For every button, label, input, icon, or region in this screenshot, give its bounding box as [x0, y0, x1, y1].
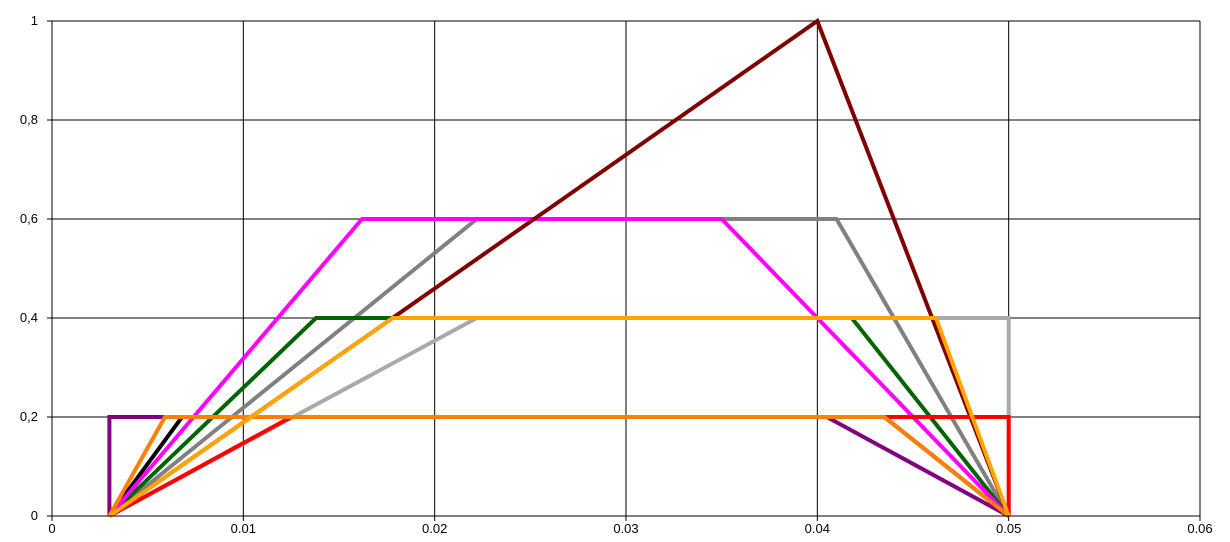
x-tick-label: 0.05 [996, 521, 1021, 536]
grid [52, 20, 1201, 516]
series-line-6 [107, 217, 1011, 518]
series-line-9 [107, 415, 1010, 518]
y-tick-label: 1 [31, 13, 38, 28]
series-line-2 [107, 415, 1010, 518]
series-line-10 [108, 316, 1011, 518]
series-line-1 [107, 415, 1010, 518]
y-tick-label: 0 [31, 508, 38, 523]
series-line-3 [108, 217, 1011, 518]
x-axis-ticks: 0 0.01 0.02 0.03 0.04 0.05 0.06 [48, 516, 1213, 536]
x-tick-label: 0.03 [613, 521, 638, 536]
series-line-8 [108, 415, 1011, 518]
y-tick-label: 0,8 [20, 112, 38, 127]
y-axis-ticks: 0 0,2 0,4 0,6 0,8 1 [20, 13, 52, 523]
x-tick-label: 0.04 [805, 521, 830, 536]
x-tick-label: 0.01 [231, 521, 256, 536]
series-lines [107, 17, 1011, 518]
y-tick-label: 0,2 [20, 409, 38, 424]
y-tick-label: 0,6 [20, 211, 38, 226]
x-tick-label: 0.02 [422, 521, 447, 536]
x-tick-label: 0.06 [1187, 521, 1212, 536]
x-tick-label: 0 [48, 521, 55, 536]
y-tick-label: 0,4 [20, 310, 38, 325]
